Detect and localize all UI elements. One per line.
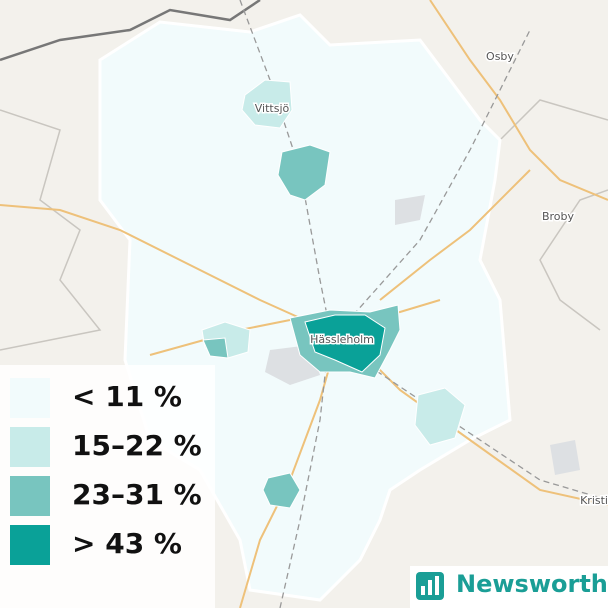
place-label: Osby <box>486 50 514 63</box>
place-label: Vittsjö <box>255 102 290 115</box>
brand-logo <box>416 572 444 600</box>
legend-label: 15–22 % <box>72 429 202 462</box>
logo-bar <box>428 580 432 595</box>
logo-bar <box>421 586 425 595</box>
logo-bar <box>435 576 439 595</box>
brand-name: Newsworthy <box>456 570 608 598</box>
county-border <box>0 0 261 62</box>
legend-swatch <box>10 476 50 516</box>
regions <box>201 79 466 509</box>
lakes <box>265 195 580 475</box>
legend-swatch <box>10 427 50 467</box>
legend-swatch <box>10 378 50 418</box>
legend-label: 23–31 % <box>72 478 202 511</box>
legend-label: > 43 % <box>72 527 182 560</box>
legend-label: < 11 % <box>72 380 182 413</box>
place-labels: Osby Vittsjö Broby Hässleholm Kristi <box>253 49 608 509</box>
legend-swatch <box>10 525 50 565</box>
borders <box>0 99 608 351</box>
place-label: Kristi <box>580 494 608 507</box>
place-label: Broby <box>542 210 575 223</box>
legend: < 11 % 15–22 % 23–31 % > 43 % <box>10 378 202 565</box>
place-label: Hässleholm <box>310 333 374 346</box>
